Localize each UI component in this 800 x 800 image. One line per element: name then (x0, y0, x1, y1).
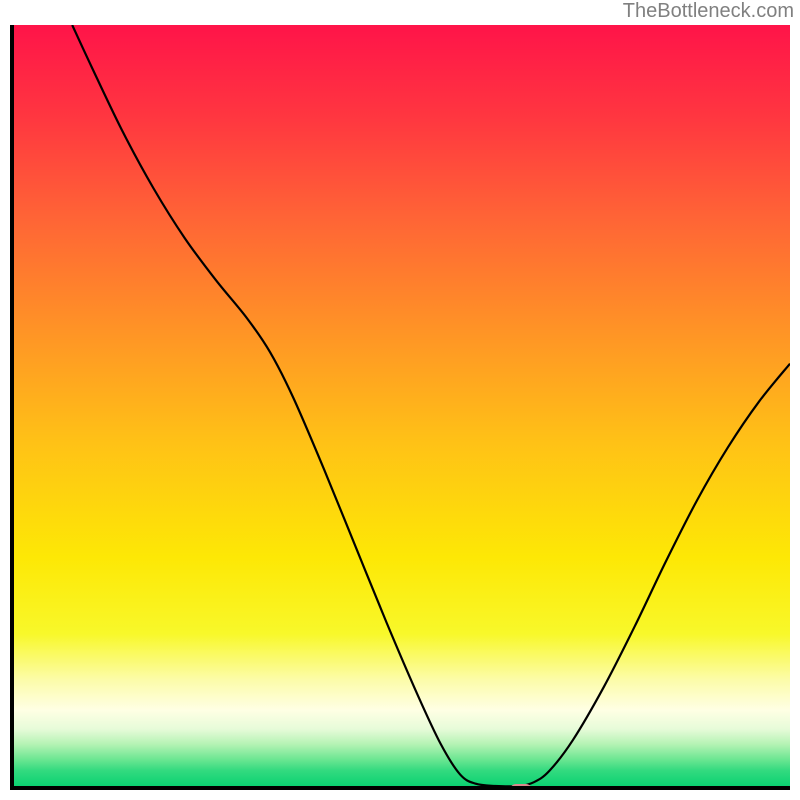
optimal-point-marker (510, 784, 532, 790)
plot-area (10, 25, 790, 790)
bottleneck-curve (72, 25, 790, 786)
curve-svg (14, 25, 790, 786)
watermark-text: TheBottleneck.com (623, 0, 794, 23)
